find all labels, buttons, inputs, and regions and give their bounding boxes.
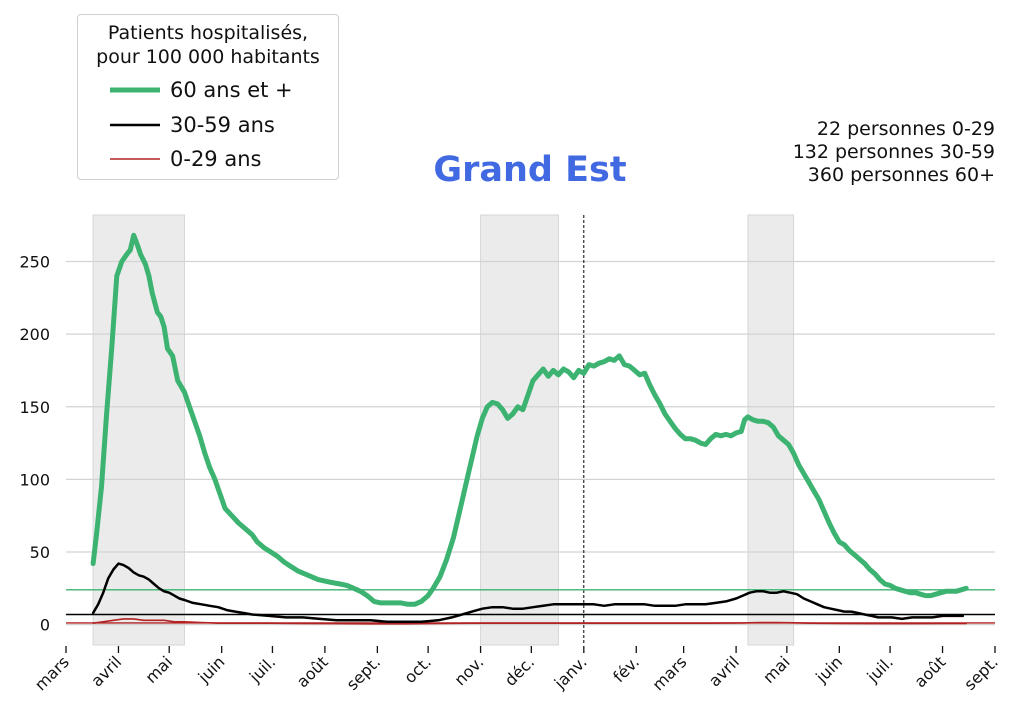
y-tick-label: 150	[19, 398, 50, 417]
x-tick-label: août	[910, 652, 949, 691]
legend-label-0-29: 0-29 ans	[170, 147, 262, 171]
legend-title-line2: pour 100 000 habitants	[96, 46, 320, 68]
series-line-0-29	[92, 618, 967, 625]
x-tick-label: sept.	[960, 652, 1002, 694]
gridlines	[66, 260, 995, 626]
x-tick-label: sept.	[343, 652, 385, 694]
lockdown-band-0	[92, 214, 185, 646]
legend-label-60plus: 60 ans et +	[170, 78, 293, 102]
x-tick-label: juil.	[863, 652, 897, 686]
x-tick-label: fév.	[609, 652, 643, 686]
x-tick-label: août	[293, 652, 332, 691]
legend-entry-30-59: 30-59 ans	[110, 110, 275, 140]
legend: Patients hospitalisés, pour 100 000 habi…	[77, 14, 339, 180]
x-tick-label: mai	[142, 652, 177, 687]
lockdown-band-2	[747, 214, 795, 646]
series-lines	[90, 232, 969, 625]
y-tick-label: 50	[30, 543, 50, 562]
lockdown-band-1	[480, 214, 559, 646]
legend-swatch-30-59	[110, 123, 160, 127]
legend-title-line1: Patients hospitalisés,	[107, 22, 309, 44]
legend-swatch-0-29	[110, 158, 160, 160]
x-tick-label: oct.	[400, 652, 435, 687]
x-tick-label: nov.	[450, 652, 487, 689]
x-tick-label: janv.	[550, 652, 591, 693]
count-60plus: 360 personnes 60+	[807, 164, 995, 186]
legend-entry-60plus: 60 ans et +	[110, 75, 293, 105]
x-tick-label: juin	[811, 652, 846, 687]
x-tick-label: avril	[87, 652, 125, 690]
x-tick-label: mai	[759, 652, 794, 687]
patient-counts: 22 personnes 0-29 132 personnes 30-59 36…	[793, 118, 995, 187]
y-tick-label: 100	[19, 470, 50, 489]
x-tick-label: mars	[31, 652, 73, 694]
legend-entry-0-29: 0-29 ans	[110, 144, 261, 174]
y-tick-label: 200	[19, 325, 50, 344]
x-tick-label: juin	[194, 652, 229, 687]
y-tick-label: 250	[19, 252, 50, 271]
count-0-29: 22 personnes 0-29	[816, 118, 995, 140]
x-tick-label: juil.	[245, 652, 279, 686]
legend-title: Patients hospitalisés, pour 100 000 habi…	[78, 21, 338, 69]
x-tick-label: déc.	[501, 652, 538, 689]
count-30-59: 132 personnes 30-59	[792, 141, 995, 163]
y-tick-label: 0	[40, 616, 50, 635]
chart-title: Grand Est	[433, 150, 627, 190]
series-line-30-59	[91, 562, 965, 624]
x-tick-label: mars	[649, 652, 691, 694]
legend-label-30-59: 30-59 ans	[170, 113, 275, 137]
series-line-60plus	[90, 232, 969, 607]
lockdown-bands	[92, 214, 795, 646]
x-tick-label: avril	[705, 652, 743, 690]
legend-swatch-60plus	[110, 87, 160, 93]
